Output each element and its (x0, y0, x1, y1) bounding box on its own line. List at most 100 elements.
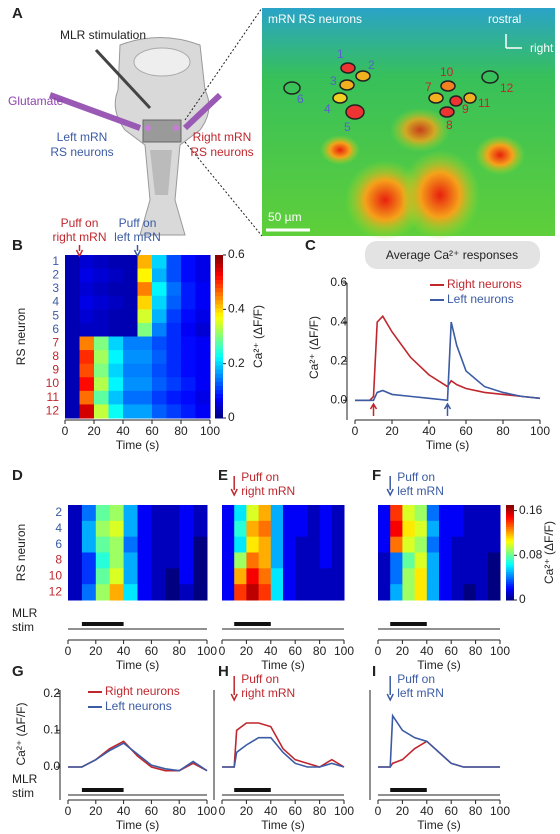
heat-cell (79, 363, 95, 378)
heat-cell (79, 350, 95, 365)
heat-cell (414, 552, 428, 569)
heat-cell (123, 309, 138, 324)
x-tick-label: 100 (200, 424, 220, 438)
heat-cell (222, 552, 235, 569)
label: rostral (488, 12, 521, 26)
heat-cell (108, 309, 124, 324)
heat-cell (402, 536, 416, 553)
colorbar-tick-label: 0.4 (228, 302, 245, 316)
heat-cell (165, 584, 180, 601)
heat-cell (137, 268, 153, 283)
colorbar-step (215, 401, 223, 407)
heat-cell (258, 505, 272, 522)
colorbar-step (215, 389, 223, 395)
colorbar-step (506, 533, 514, 537)
heat-cell (68, 520, 83, 538)
heat-cell (151, 505, 166, 522)
neuron-label: 9 (462, 102, 469, 116)
scale-bar-label: 50 µm (268, 210, 302, 224)
heat-cell (179, 584, 194, 601)
heat-cell (258, 552, 272, 569)
heat-cell (123, 552, 138, 569)
heat-cell (79, 377, 95, 392)
heat-cell (152, 282, 167, 297)
colorbar-step (506, 535, 514, 539)
heat-cell (123, 255, 138, 270)
heat-cell (152, 255, 167, 270)
stim-label: stim (12, 620, 34, 634)
heat-cell (137, 552, 152, 569)
heat-cell (108, 322, 124, 337)
heat-cell (94, 336, 109, 351)
heat-cell (378, 520, 391, 538)
heat-cell (390, 520, 403, 538)
heat-cell (81, 568, 97, 585)
heat-cell (108, 390, 124, 405)
colorbar-step (506, 516, 514, 520)
annotation: Puff on (241, 672, 279, 686)
heat-cell (307, 536, 321, 553)
series-line (68, 742, 208, 772)
colorbar-label: Ca²⁺ (ΔF/F) (251, 305, 265, 368)
row-label: 1 (52, 254, 59, 268)
stim-bar (81, 788, 124, 792)
heat-cell (475, 584, 489, 601)
heat-cell (181, 268, 196, 283)
colorbar-step (215, 267, 223, 272)
x-tick-label: 20 (89, 804, 103, 818)
row-label: 3 (52, 281, 59, 295)
heat-cell (463, 520, 477, 538)
heat-cell (283, 536, 296, 553)
heat-cell (378, 505, 391, 522)
heat-cell (65, 309, 80, 324)
heat-cell (426, 536, 440, 553)
heat-cell (307, 505, 321, 522)
heat-cell (475, 520, 489, 538)
heat-cell (295, 584, 308, 601)
x-tick-label: 40 (422, 424, 436, 438)
heat-cell (165, 520, 180, 538)
x-tick-label: 40 (116, 424, 130, 438)
annotation: Puff on (397, 672, 435, 686)
heat-cell (246, 584, 260, 601)
arrow (230, 676, 238, 702)
heat-cell (487, 552, 501, 569)
heat-cell (179, 505, 194, 522)
heat-cell (193, 584, 208, 601)
heat-cell (68, 584, 83, 601)
colorbar-step (506, 597, 514, 601)
heat-cell (81, 552, 97, 569)
heat-cell (193, 568, 208, 585)
heat-cell (108, 255, 124, 270)
heat-cell (166, 309, 182, 324)
heat-cell (123, 520, 138, 538)
heat-cell (295, 568, 308, 585)
heat-cell (181, 404, 196, 419)
heat-cell (166, 282, 182, 297)
arrow (75, 245, 84, 258)
heat-cell (378, 536, 391, 553)
colorbar-step (215, 263, 223, 268)
heat-cell (137, 568, 152, 585)
legend-label: Right neurons (105, 684, 180, 698)
heat-cell (258, 536, 272, 553)
neuron-label: 8 (446, 118, 453, 132)
x-tick-label: 40 (264, 804, 278, 818)
colorbar-step (215, 275, 223, 280)
x-tick-label: 100 (334, 804, 354, 818)
y-tick-label: 0.4 (330, 314, 347, 328)
arrow (230, 476, 238, 497)
heat-cell (166, 336, 182, 351)
row-label: 8 (52, 349, 59, 363)
neuron-label: 6 (297, 92, 304, 106)
heat-cell (68, 505, 83, 522)
row-label: 6 (52, 322, 59, 336)
panel-letter: D (12, 467, 23, 484)
heat-cell (108, 268, 124, 283)
heat-cell (426, 568, 440, 585)
heat-cell (166, 268, 182, 283)
heat-cell (152, 322, 167, 337)
heat-cell (390, 505, 403, 522)
legend-label: Left neurons (447, 292, 514, 306)
row-label: 4 (52, 295, 59, 309)
